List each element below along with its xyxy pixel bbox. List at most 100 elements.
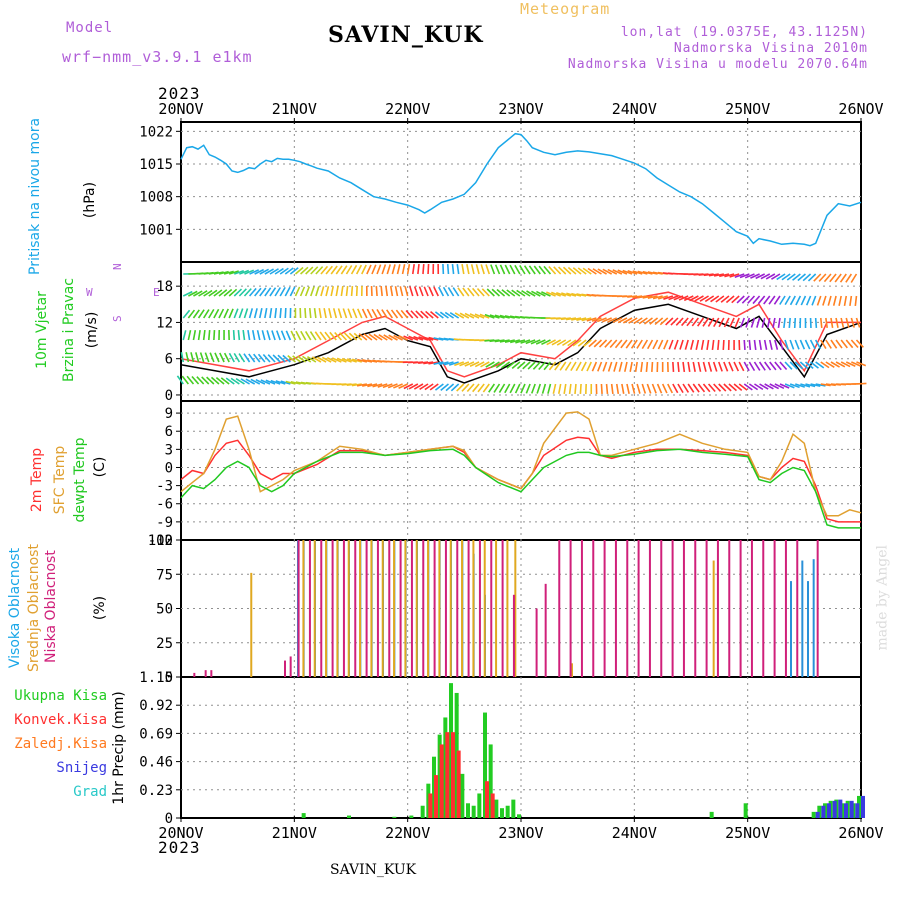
wind-vector [523, 265, 531, 275]
wind-vector [256, 330, 261, 341]
wind-vector [418, 336, 429, 341]
wind-vector [498, 383, 506, 393]
wind-vector [707, 383, 716, 393]
wind-vector [461, 383, 470, 392]
wind-vector [383, 334, 393, 341]
cloud-bar [313, 540, 316, 677]
wind-vector [731, 295, 740, 304]
wind-vector [691, 317, 700, 327]
precip-bar [301, 813, 306, 818]
time-tick-bottom: 20NOV [158, 824, 203, 842]
precip-bar [483, 712, 487, 818]
wind-vector [784, 295, 791, 306]
cloud-bar [342, 540, 345, 677]
wind-vector [610, 383, 614, 395]
cloud-bar [762, 540, 765, 677]
time-tick-top: 24NOV [612, 100, 657, 118]
wind-vector [571, 317, 582, 321]
cloud-bar [472, 540, 475, 677]
wind-vector [244, 269, 255, 275]
wind-vector [677, 383, 684, 394]
temperature-ytick-label: 9 [165, 406, 173, 422]
wind-vector [637, 295, 648, 299]
wind-vector [643, 317, 653, 325]
wind-vector [702, 361, 707, 372]
wind-vector [234, 270, 244, 275]
wind-vector [651, 361, 654, 373]
precip-bar [445, 732, 450, 818]
wind-vector [753, 339, 757, 351]
wind-vector [401, 264, 406, 275]
wind-vector [708, 273, 719, 277]
wind-vector [494, 339, 505, 343]
wind-vector [717, 339, 720, 351]
wind-vector [789, 383, 800, 389]
wind-vector [520, 383, 526, 394]
wind-vector [477, 383, 485, 393]
wind-vector [525, 383, 531, 394]
compass-s: S [111, 315, 124, 322]
wind-vector [733, 361, 740, 372]
wind-vector [712, 361, 718, 372]
cloud-bar [404, 540, 407, 677]
cloud-bar [648, 540, 651, 677]
wind-vector [304, 286, 310, 297]
wind-vector [764, 383, 774, 390]
wind-vector [556, 339, 567, 346]
wind-vector [203, 289, 213, 297]
wind-vector [776, 273, 786, 281]
wind-vector [580, 361, 587, 372]
wind-vector [596, 317, 607, 323]
wind-vector [556, 291, 567, 297]
wind-vector [855, 317, 861, 328]
wind-vector [565, 317, 577, 321]
cloud-bar [193, 672, 196, 677]
wind-vector [262, 353, 271, 363]
wind-vector [472, 383, 480, 393]
wind-vector [308, 307, 312, 319]
wind-vector [259, 287, 267, 297]
pressure-frame [180, 121, 862, 263]
precip-bar [500, 808, 504, 818]
compass-e: E [153, 286, 160, 299]
wind-vector [474, 313, 485, 319]
wind-vector [196, 376, 205, 385]
wind-vector [722, 339, 725, 351]
cloud-bar [580, 540, 583, 677]
wind-vector [361, 264, 367, 275]
cloud-bar [739, 540, 742, 677]
cloud-bar [376, 540, 379, 677]
wind-vector [305, 266, 314, 275]
temperature-ytick-label: 3 [165, 442, 173, 458]
wind-vector [753, 361, 761, 371]
wind-vector [182, 290, 193, 297]
wind-vector [439, 311, 449, 319]
wind-vector [304, 307, 307, 319]
cloud-bar [381, 540, 384, 677]
wind-vector [485, 361, 495, 368]
wind-vector [748, 361, 756, 372]
wind-vector [754, 383, 764, 391]
wind-vector [792, 273, 801, 281]
wind-vector [602, 361, 608, 372]
temperature-series-1 [180, 411, 862, 517]
wind-vector [490, 264, 496, 275]
wind-vector [325, 286, 330, 297]
cloud-bar [512, 594, 515, 677]
temperature-series-2 [180, 448, 861, 529]
wind-vector [456, 383, 465, 392]
wind-vector [609, 339, 618, 349]
wind-vector [743, 339, 746, 351]
wind-vector [574, 383, 577, 395]
wind-vector [657, 295, 668, 300]
wind-vector [820, 361, 830, 369]
wind-vector [530, 339, 541, 345]
wind-vector [570, 361, 577, 372]
wind-vector [769, 383, 780, 390]
wind-vector [779, 383, 790, 389]
wind-vector [723, 383, 732, 392]
wind-vector [707, 317, 715, 327]
wind-vector [789, 295, 796, 306]
wind-vector [197, 309, 205, 319]
wind-vector [270, 379, 281, 385]
